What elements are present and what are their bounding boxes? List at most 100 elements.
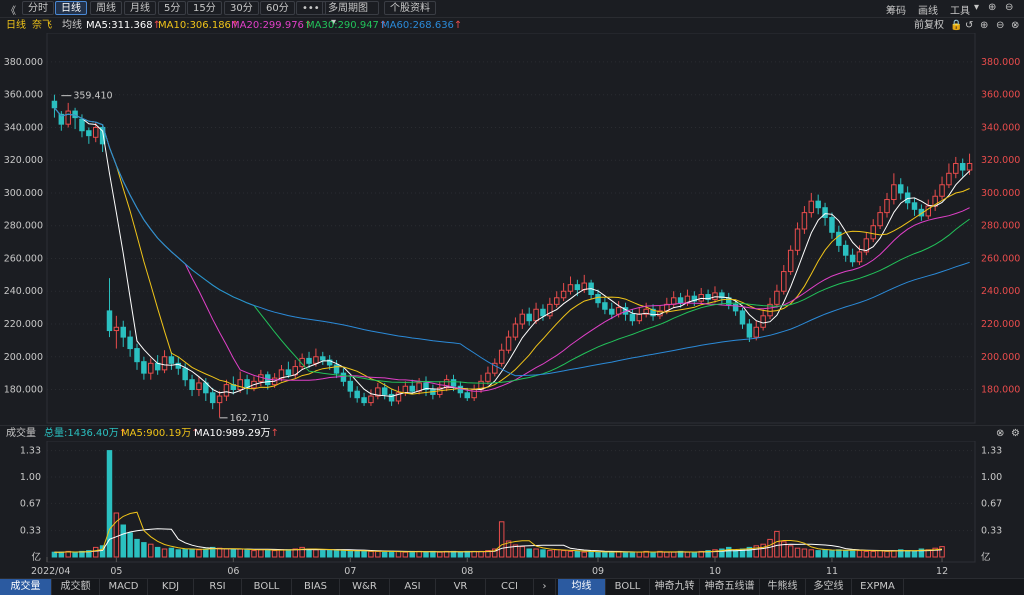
volume-bar <box>189 548 195 558</box>
volume-bar <box>636 551 643 558</box>
tab-monthly[interactable]: 月线 <box>124 1 156 15</box>
more-button[interactable]: ••• <box>296 1 326 15</box>
volume-bar <box>753 545 759 558</box>
plot-frame <box>46 33 976 424</box>
volume-bar <box>726 546 732 558</box>
volume-bar <box>223 548 230 558</box>
tab-15min[interactable]: 15分 <box>187 1 222 15</box>
tab-bias[interactable]: BIAS <box>292 579 340 595</box>
tab-kdj[interactable]: KDJ <box>148 579 194 595</box>
candle-body <box>223 384 230 397</box>
volume-bar <box>409 550 415 558</box>
candle-body <box>141 361 147 374</box>
volume-bar <box>437 551 443 558</box>
vol-tick-label: 0.33 <box>20 526 41 537</box>
volume-bar <box>402 551 409 558</box>
candle-body <box>966 162 973 171</box>
ma60-label: MA60:268.636↑ <box>381 20 463 31</box>
chevron-down-icon[interactable]: ▾ <box>974 2 980 13</box>
tab-asi[interactable]: ASI <box>390 579 436 595</box>
volume-bar <box>560 550 567 558</box>
close-icon[interactable]: ⊗ <box>1011 20 1020 31</box>
volume-chart[interactable]: 1.33 1.33 1.00 1.00 0.67 0.67 0.33 0.33 亿 亿 2022/… <box>0 441 1024 578</box>
candle-body <box>946 172 952 186</box>
tab-magic-five[interactable]: 神奇五线谱 <box>700 579 760 595</box>
volume-bar <box>822 549 828 558</box>
tab-wr[interactable]: W&R <box>340 579 390 595</box>
tab-vr[interactable]: VR <box>436 579 486 595</box>
tools-button[interactable]: 工具 <box>950 6 970 17</box>
chevron-right-icon[interactable]: › <box>534 579 556 595</box>
adjust-label[interactable]: 前复权 <box>914 20 944 31</box>
volume-bar <box>265 549 271 558</box>
close-icon[interactable]: ⊗ <box>996 428 1005 439</box>
lock-icon[interactable]: 🔒 <box>950 20 963 31</box>
x-tick-label: 07 <box>344 566 356 577</box>
tab-ma[interactable]: 均线 <box>558 579 606 595</box>
vol-ma10-label: MA10:989.29万↑ <box>194 428 279 439</box>
candle-body <box>320 356 326 361</box>
volume-legend: 成交量 总量:1436.40万↑ MA5:900.19万↑ MA10:989.2… <box>0 425 1024 441</box>
volume-bar <box>120 524 126 558</box>
candle-body <box>781 271 787 292</box>
candle-body <box>409 385 415 392</box>
candle-body <box>842 244 849 256</box>
tab-5min[interactable]: 5分 <box>158 1 187 15</box>
volume-bar <box>939 546 945 558</box>
tab-daily[interactable]: 日线 <box>55 1 87 15</box>
volume-bar <box>870 550 876 558</box>
chips-button[interactable]: 筹码 <box>886 6 906 17</box>
zoom-out-icon[interactable]: ⊖ <box>1005 2 1014 13</box>
tab-cci[interactable]: CCI <box>486 579 534 595</box>
tab-boll[interactable]: BOLL <box>242 579 292 595</box>
candle-body <box>760 315 766 328</box>
candle-body <box>519 313 526 325</box>
volume-bar <box>299 546 305 558</box>
volume-bar <box>320 550 326 558</box>
gear-icon[interactable]: ⚙ <box>1011 428 1020 439</box>
tab-30min[interactable]: 30分 <box>224 1 259 15</box>
candle-body <box>677 297 684 304</box>
tab-bull-bear[interactable]: 牛熊线 <box>760 579 806 595</box>
y-tick-label: 180.000 <box>981 385 1020 396</box>
zoom-out-icon[interactable]: ⊖ <box>996 20 1005 31</box>
period-label: 日线 <box>6 20 26 31</box>
volume-bar <box>113 512 120 558</box>
stock-info-button[interactable]: 个股资料 <box>384 1 436 15</box>
undo-icon[interactable]: ↺ <box>965 20 974 31</box>
candle-body <box>767 303 773 317</box>
x-tick-label: 11 <box>826 566 838 577</box>
price-chart[interactable]: 380.000 360.000 340.000 320.000 300.000 280.0… <box>0 33 1024 425</box>
tab-expma[interactable]: EXPMA <box>852 579 904 595</box>
volume-bar <box>306 548 312 558</box>
volume-bar <box>285 549 292 558</box>
tab-macd[interactable]: MACD <box>100 579 148 595</box>
volume-bar <box>464 550 471 558</box>
volume-bar <box>395 550 402 558</box>
vol-ma10-line <box>54 528 943 553</box>
multi-period-dropdown[interactable]: 多周期图 ▾ <box>322 1 379 28</box>
tab-turnover[interactable]: 成交额 <box>52 579 100 595</box>
candle-body <box>154 362 161 371</box>
volume-bar <box>588 550 594 558</box>
volume-bar <box>450 550 457 558</box>
zoom-in-icon[interactable]: ⊕ <box>980 20 989 31</box>
volume-bar <box>354 550 360 558</box>
tab-60min[interactable]: 60分 <box>260 1 295 15</box>
volume-bar <box>361 550 367 558</box>
back-icon[interactable]: 《 <box>6 6 16 17</box>
tab-rsi[interactable]: RSI <box>194 579 242 595</box>
tab-volume[interactable]: 成交量 <box>0 579 52 595</box>
candle-body <box>99 126 106 145</box>
zoom-in-icon[interactable]: ⊕ <box>988 2 997 13</box>
draw-button[interactable]: 画线 <box>918 6 938 17</box>
ma10-label: MA10:306.186↑ <box>158 20 240 31</box>
tab-long-short[interactable]: 多空线 <box>806 579 852 595</box>
tab-fenshi[interactable]: 分时 <box>22 1 54 15</box>
volume-bar <box>849 549 856 558</box>
tab-magic-nine[interactable]: 神奇九转 <box>650 579 700 595</box>
tab-boll-overlay[interactable]: BOLL <box>606 579 650 595</box>
volume-bar <box>898 549 904 558</box>
candle-body <box>836 231 842 246</box>
tab-weekly[interactable]: 周线 <box>90 1 122 15</box>
